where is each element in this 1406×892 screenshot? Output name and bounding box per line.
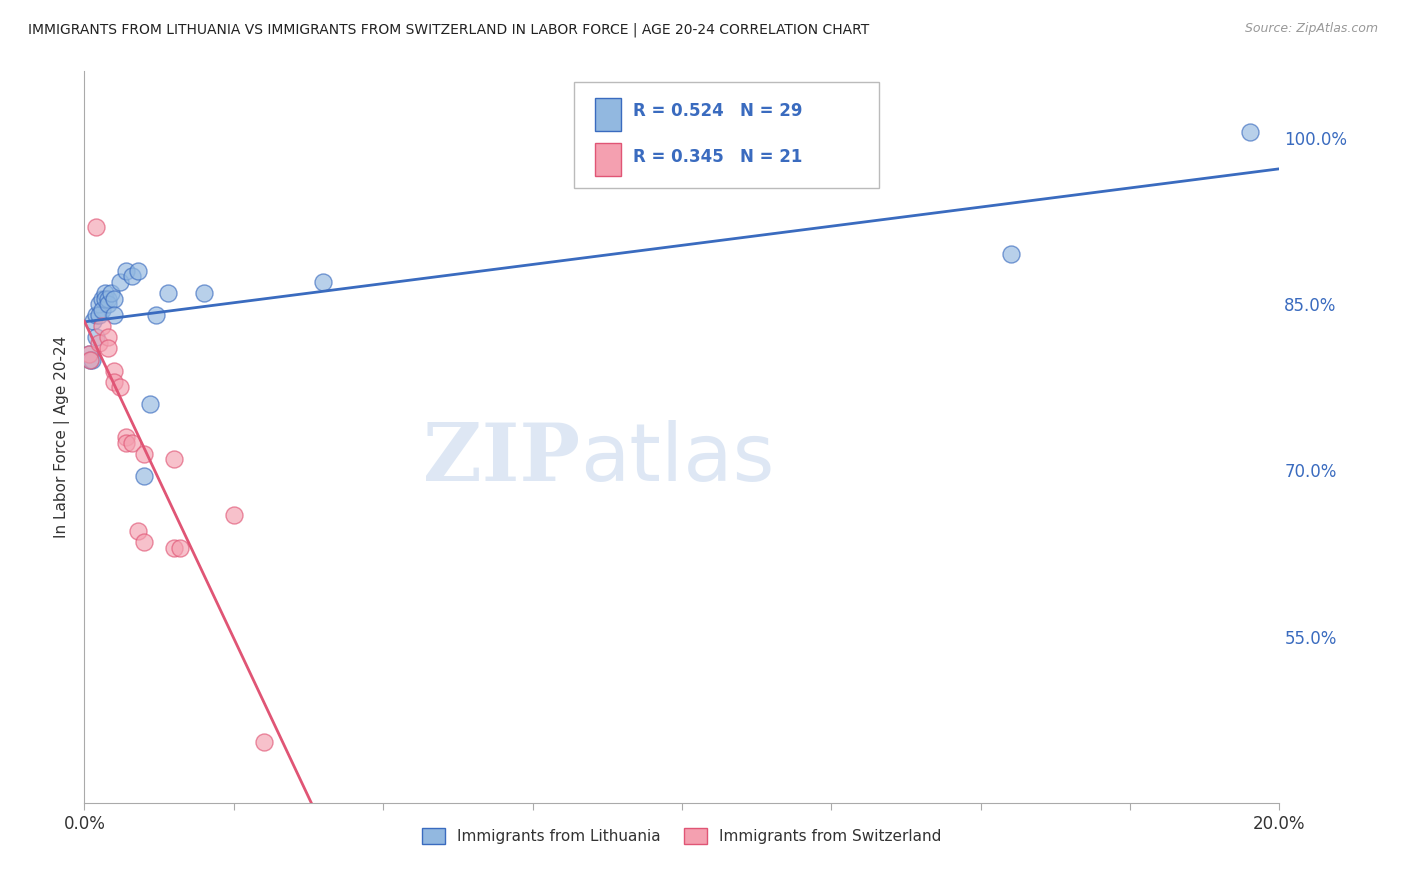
Point [163,541,186,555]
Point [97,330,120,344]
Point [89,335,111,350]
Point [312,275,335,289]
Point [89,297,111,311]
Text: N = 21: N = 21 [741,148,803,166]
Text: IMMIGRANTS FROM LITHUANIA VS IMMIGRANTS FROM SWITZERLAND IN LABOR FORCE | AGE 20: IMMIGRANTS FROM LITHUANIA VS IMMIGRANTS … [28,22,869,37]
Point [91,292,114,306]
Point [145,308,167,322]
Y-axis label: In Labor Force | Age 20-24: In Labor Force | Age 20-24 [55,336,70,538]
Point [127,264,149,278]
Point [132,535,156,549]
Legend: Immigrants from Lithuania, Immigrants from Switzerland: Immigrants from Lithuania, Immigrants fr… [416,822,948,850]
Point [115,430,138,444]
Point [121,269,143,284]
Point [86,219,108,234]
Point [169,541,191,555]
Text: Source: ZipAtlas.com: Source: ZipAtlas.com [1244,22,1378,36]
Point [82,314,104,328]
Point [253,735,276,749]
Text: R = 0.524: R = 0.524 [633,102,724,120]
Point [121,435,143,450]
Bar [595,143,621,176]
Point [1239,125,1261,139]
Text: N = 29: N = 29 [741,102,803,120]
Point [103,308,125,322]
Point [94,285,117,300]
Point [115,264,138,278]
Point [110,380,132,394]
Point [115,435,138,450]
Point [222,508,245,522]
Point [86,308,108,322]
Point [79,352,101,367]
Point [86,330,108,344]
Point [94,292,117,306]
Point [103,375,125,389]
Point [97,297,120,311]
Text: atlas: atlas [581,420,775,498]
Point [1000,247,1022,261]
Point [132,468,156,483]
Point [100,285,122,300]
Point [132,447,156,461]
Point [77,347,100,361]
Point [193,285,215,300]
Point [103,363,125,377]
Text: ZIP: ZIP [423,420,581,498]
Point [110,275,132,289]
Bar [595,98,621,131]
Point [89,308,111,322]
Point [139,397,162,411]
Point [163,452,186,467]
Point [97,342,120,356]
Text: R = 0.345: R = 0.345 [633,148,724,166]
Point [91,302,114,317]
Point [97,292,120,306]
Point [157,285,180,300]
Point [79,352,101,367]
Point [103,292,125,306]
Point [127,524,149,539]
FancyBboxPatch shape [575,82,879,188]
Point [80,352,103,367]
Point [91,319,114,334]
Point [77,347,100,361]
